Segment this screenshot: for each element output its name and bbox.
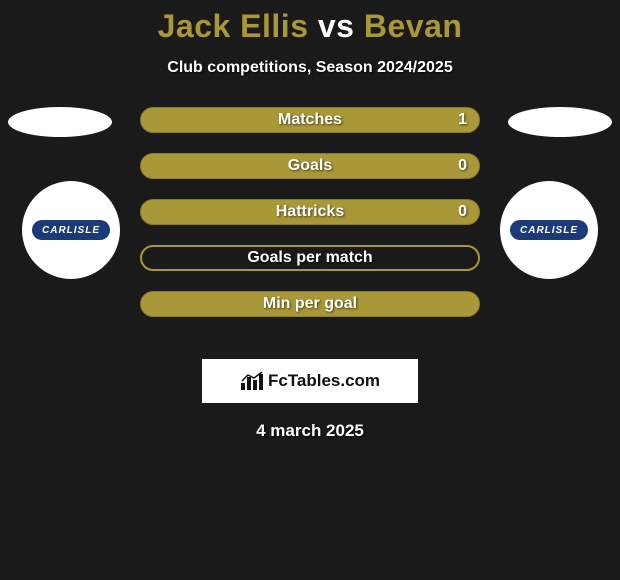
stat-label: Min per goal [263, 295, 357, 313]
bars-icon [240, 371, 264, 391]
fctables-text: FcTables.com [268, 371, 380, 391]
player2-club-badge: CARLISLE [500, 181, 598, 279]
vs-text: vs [318, 8, 355, 44]
fctables-logo: FcTables.com [240, 371, 380, 391]
stat-bars: Matches 1 Goals 0 Hattricks 0 Goals per … [140, 107, 480, 337]
stat-bar-min-per-goal: Min per goal [140, 291, 480, 317]
player2-club-label: CARLISLE [510, 220, 588, 240]
stat-label: Goals [288, 157, 332, 175]
page-title: Jack Ellis vs Bevan [0, 8, 620, 45]
player1-club-label: CARLISLE [32, 220, 110, 240]
stat-label: Hattricks [276, 203, 344, 221]
date-text: 4 march 2025 [0, 421, 620, 441]
stat-bar-goals-per-match: Goals per match [140, 245, 480, 271]
stat-label: Matches [278, 111, 342, 129]
player1-club-badge: CARLISLE [22, 181, 120, 279]
subtitle: Club competitions, Season 2024/2025 [0, 59, 620, 77]
player2-name: Bevan [364, 8, 463, 44]
stat-bar-matches: Matches 1 [140, 107, 480, 133]
stat-value: 0 [458, 157, 467, 175]
stat-bar-goals: Goals 0 [140, 153, 480, 179]
player1-ellipse [8, 107, 112, 137]
stat-value: 1 [458, 111, 467, 129]
comparison-area: CARLISLE CARLISLE Matches 1 Goals 0 Hatt… [0, 107, 620, 347]
fctables-logo-box: FcTables.com [202, 359, 418, 403]
stat-bar-hattricks: Hattricks 0 [140, 199, 480, 225]
player2-ellipse [508, 107, 612, 137]
infographic-container: Jack Ellis vs Bevan Club competitions, S… [0, 0, 620, 441]
stat-value: 0 [458, 203, 467, 221]
stat-label: Goals per match [247, 249, 372, 267]
player1-name: Jack Ellis [158, 8, 309, 44]
